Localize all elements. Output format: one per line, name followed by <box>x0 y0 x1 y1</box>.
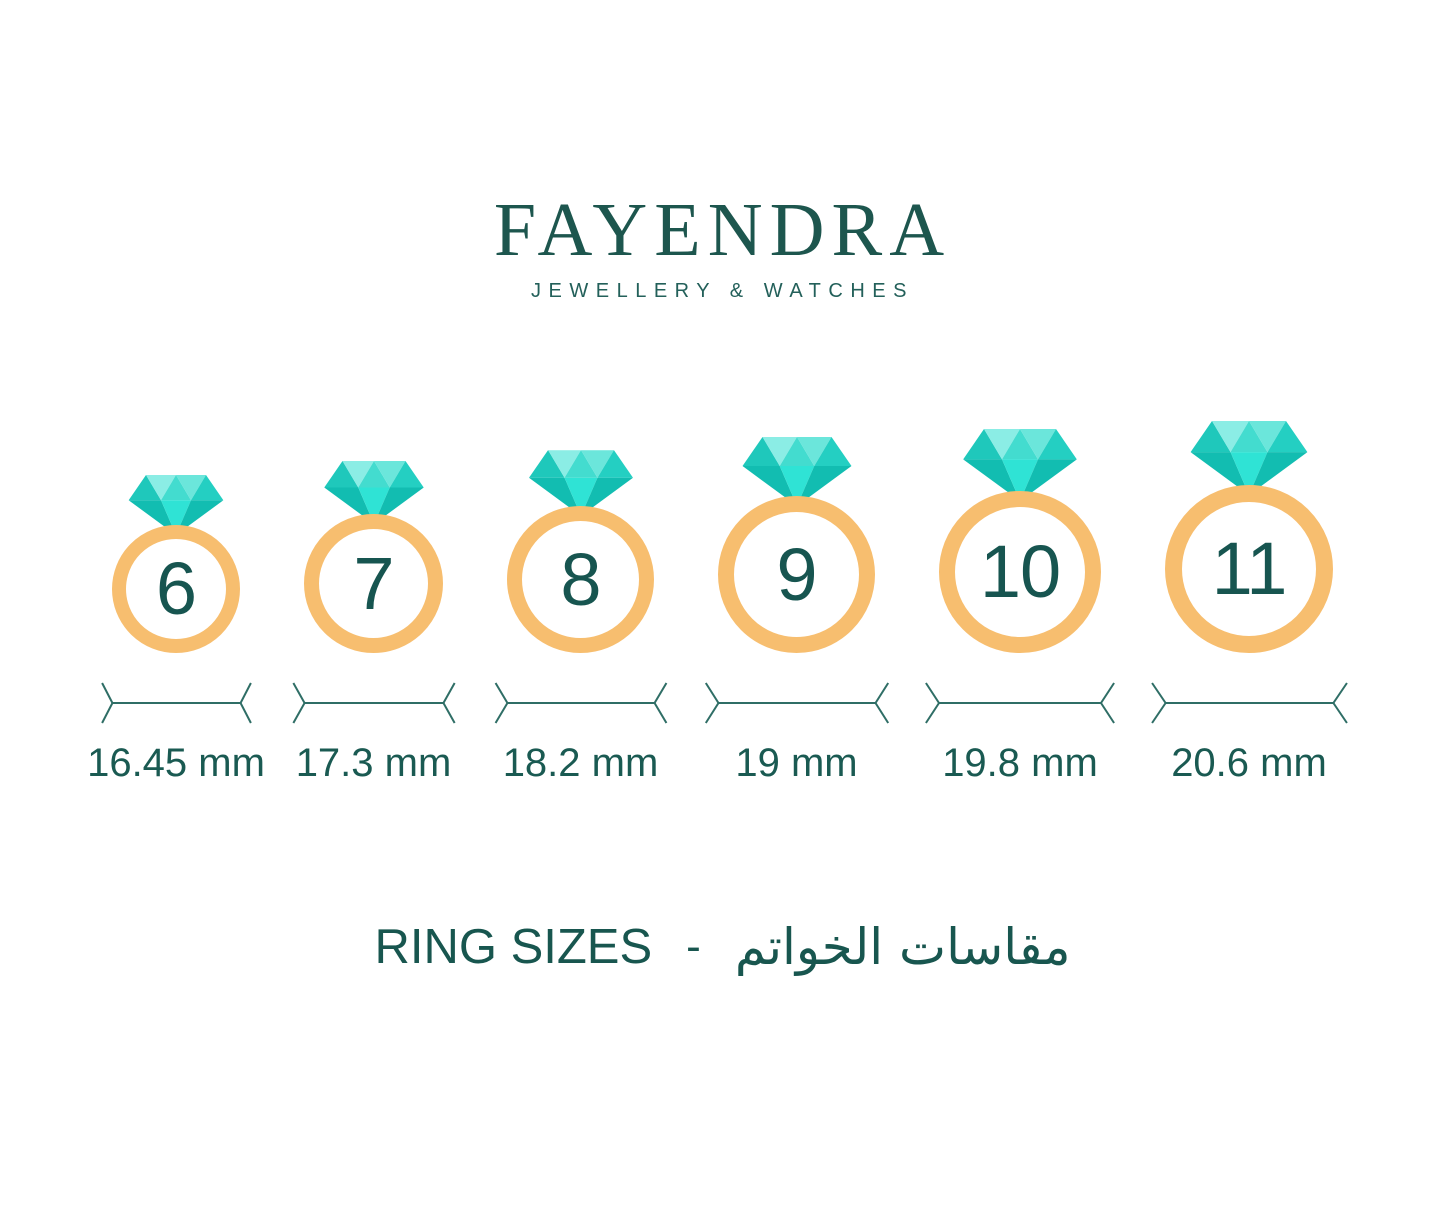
measure-arrow-icon <box>704 681 889 725</box>
ring-column-size-8: 8 18.2 mm <box>489 450 672 786</box>
measure-arrow-icon <box>291 681 456 725</box>
diameter-label: 17.3 mm <box>295 741 452 785</box>
ring-illustration: 10 <box>939 429 1101 653</box>
ring-column-size-6: 6 16.45 mm <box>87 475 265 786</box>
ring-size-number: 10 <box>979 530 1061 613</box>
measure-arrow-icon <box>924 681 1116 725</box>
ring-size-number: 11 <box>1211 527 1288 610</box>
ring-size-number: 7 <box>353 541 394 625</box>
brand-logo: FAYENDRA JEWELLERY & WATCHES <box>0 0 1445 303</box>
ring-column-size-10: 10 19.8 mm <box>921 429 1119 786</box>
ring-column-size-7: 7 17.3 mm <box>286 461 461 786</box>
measure-arrow-icon <box>493 681 668 725</box>
diameter-label: 16.45 mm <box>87 741 265 785</box>
ring-illustration: 9 <box>718 437 875 653</box>
ring-illustration: 7 <box>304 461 443 653</box>
ring-column-size-9: 9 19 mm <box>700 437 893 786</box>
diameter-label: 20.6 mm <box>1171 741 1327 785</box>
ring-band: 10 <box>939 491 1101 653</box>
ring-size-number: 9 <box>776 532 817 616</box>
ring-illustration: 11 <box>1165 421 1333 653</box>
diameter-label: 19 mm <box>735 741 858 785</box>
ring-band: 6 <box>112 525 240 653</box>
brand-name: FAYENDRA <box>493 188 952 272</box>
page-title: RING SIZES - مقاسات الخواتم <box>0 918 1445 976</box>
page-title-arabic: مقاسات الخواتم <box>734 918 1071 976</box>
ring-illustration: 8 <box>507 450 654 653</box>
ring-illustration: 6 <box>112 475 240 653</box>
diameter-label: 18.2 mm <box>502 741 659 785</box>
ring-band: 9 <box>718 496 875 653</box>
ring-band: 7 <box>304 514 443 653</box>
rings-row: 6 16.45 mm 7 17.3 mm 8 <box>0 421 1445 786</box>
title-separator: - <box>686 922 701 971</box>
measure-arrow-icon <box>1150 681 1348 725</box>
diameter-label: 19.8 mm <box>942 741 1098 785</box>
ring-band: 8 <box>507 506 654 653</box>
brand-tagline: JEWELLERY & WATCHES <box>531 280 914 302</box>
ring-column-size-11: 11 20.6 mm <box>1147 421 1351 786</box>
ring-band: 11 <box>1165 485 1333 653</box>
page-title-english: RING SIZES <box>374 920 653 974</box>
ring-size-number: 8 <box>560 537 601 621</box>
ring-size-number: 6 <box>155 547 197 630</box>
measure-arrow-icon <box>100 681 252 725</box>
diamond-icon <box>1190 421 1308 495</box>
